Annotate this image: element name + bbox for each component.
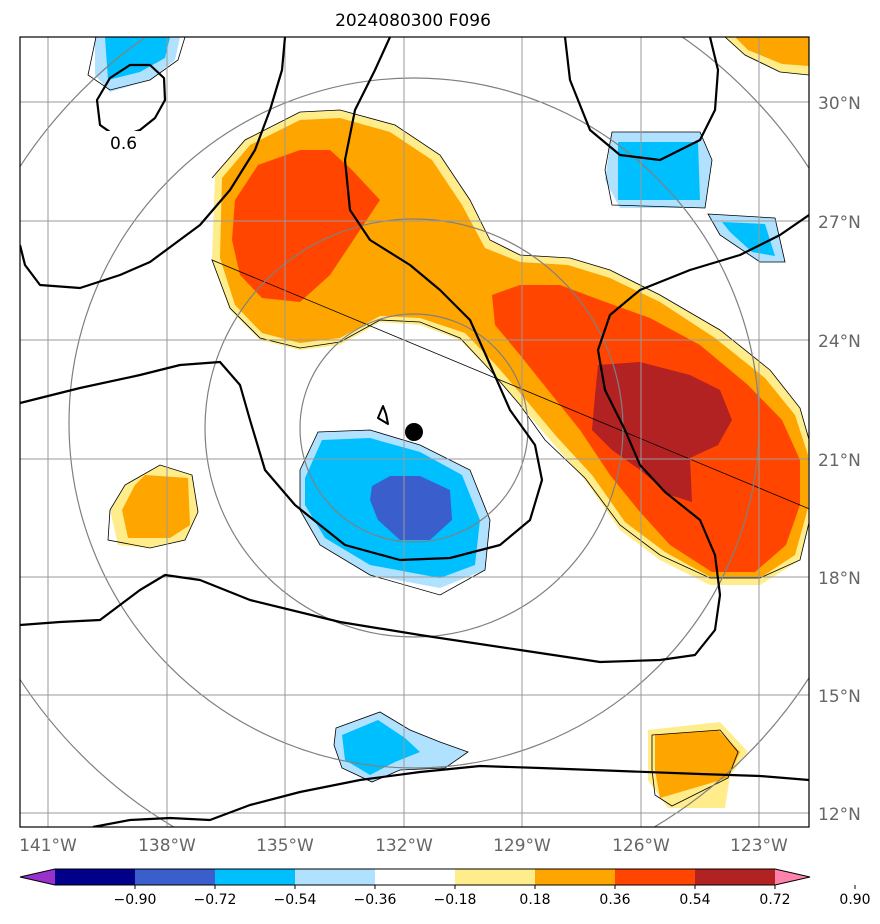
- map-frame: [19, 36, 810, 828]
- colorbar-tick-label: 0.36: [599, 892, 630, 908]
- contour-line: [20, 37, 544, 562]
- colorbar-segment: [295, 869, 376, 885]
- lat-label: 15°N: [818, 687, 861, 707]
- colorbar-tick-label: −0.90: [114, 892, 157, 908]
- contour-line-tiny: [377, 405, 389, 425]
- lon-label: 132°W: [375, 836, 433, 856]
- latitude-labels: 30°N 27°N 24°N 21°N 18°N 15°N 12°N: [818, 94, 861, 825]
- colorbar-segment: [535, 869, 616, 885]
- thin-contour: [604, 131, 713, 209]
- colorbar-segment: [375, 869, 456, 885]
- contour-line: [563, 37, 720, 162]
- lon-label: 135°W: [256, 836, 314, 856]
- lon-label: 123°W: [730, 836, 788, 856]
- lon-label: 126°W: [612, 836, 670, 856]
- thin-contour: [107, 464, 199, 549]
- thin-contour: [211, 109, 809, 441]
- lon-label: 129°W: [493, 836, 551, 856]
- colorbar-segment: [215, 869, 296, 885]
- colorbar-segment: [55, 869, 136, 885]
- range-ring-inner: [299, 313, 529, 543]
- thin-contour: [211, 259, 809, 579]
- colorbar-tick-label: −0.54: [274, 892, 317, 908]
- colorbar-tick-label: −0.36: [354, 892, 397, 908]
- contour-line: [20, 214, 809, 664]
- thin-contour: [299, 429, 491, 596]
- lat-label: 18°N: [818, 569, 861, 589]
- thin-contour: [87, 37, 186, 91]
- lon-label: 138°W: [138, 836, 196, 856]
- colorbar-segment: [695, 869, 776, 885]
- pos-area-bottomright-core: [655, 730, 740, 798]
- longitude-labels: 141°W 138°W 135°W 132°W 129°W 126°W 123°…: [19, 836, 788, 856]
- lat-label: 12°N: [818, 805, 861, 825]
- neg-area-center-core: [370, 476, 452, 540]
- colorbar-tick-label: 0.18: [519, 892, 550, 908]
- contour-line: [92, 764, 809, 827]
- colorbar-segment: [615, 869, 696, 885]
- pos-area-band-strong-w: [232, 150, 380, 302]
- colorbar-tick-label: 0.90: [839, 892, 870, 908]
- contour-label-bg: [106, 131, 142, 151]
- lon-label: 141°W: [19, 836, 77, 856]
- colorbar-tick-label: 0.54: [679, 892, 710, 908]
- colorbar-extend-min: [20, 869, 55, 885]
- gridlines: [20, 37, 809, 827]
- lat-label: 27°N: [818, 213, 861, 233]
- thin-contour: [707, 213, 786, 263]
- contour-label: 0.6: [110, 134, 137, 154]
- neg-area-topright-core: [618, 142, 700, 200]
- lat-label: 30°N: [818, 94, 861, 114]
- pos-area-topcorner-core: [735, 37, 809, 66]
- contour-line: [20, 37, 287, 290]
- thin-contours: [87, 37, 809, 807]
- colorbar-segment: [455, 869, 536, 885]
- lat-label: 24°N: [818, 332, 861, 352]
- colorbar-segment: [135, 869, 216, 885]
- map-area: [20, 37, 809, 827]
- map-title: 2024080300 F096: [335, 11, 491, 31]
- colorbar: −0.90 −0.72 −0.54 −0.36 −0.18 0.18 0.36 0.54 0.7…: [19, 868, 871, 908]
- storm-center-marker: [405, 423, 423, 441]
- neg-area-topleft-core: [105, 37, 170, 80]
- colorbar-tick-label: 0.72: [759, 892, 790, 908]
- colorbar-tick-label: −0.72: [194, 892, 237, 908]
- shading-layer: [95, 37, 809, 808]
- pos-area-left-core: [122, 475, 190, 538]
- colorbar-tick-label: −0.18: [434, 892, 477, 908]
- neg-area-right-small-core: [722, 222, 775, 256]
- colorbar-outline: [19, 868, 811, 886]
- colorbar-extend-max: [775, 869, 810, 885]
- thin-contour: [651, 729, 739, 807]
- neg-area-bottom-core: [342, 720, 420, 775]
- pos-area-band-max: [592, 362, 732, 502]
- lat-label: 21°N: [818, 451, 861, 471]
- thin-contour: [724, 37, 809, 76]
